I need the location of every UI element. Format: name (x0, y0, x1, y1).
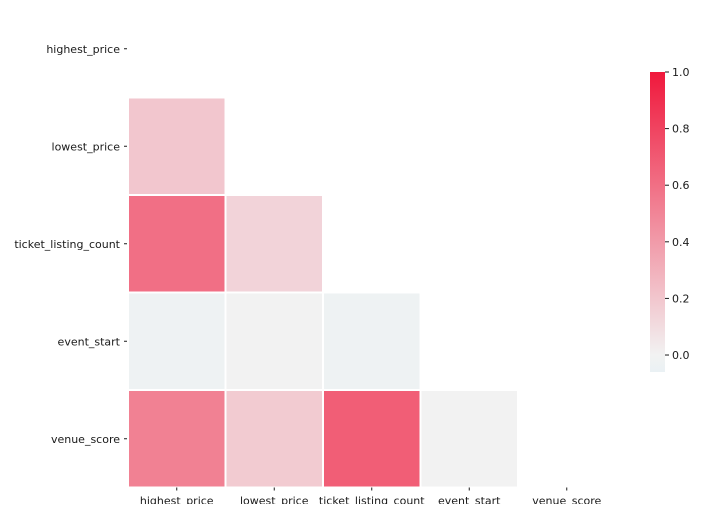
row-label-highest-price: highest_price (46, 43, 120, 56)
heatmap-cell-ticket-listing-count-lowest-price (224, 194, 324, 294)
colorbar: 0.0 0.2 0.4 0.6 0.8 1.0 (650, 66, 690, 372)
col-label-highest-price: highest_price (140, 495, 214, 505)
col-label-event-start: event_start (438, 495, 501, 505)
col-label-lowest-price: lowest_price (240, 495, 309, 505)
heatmap-cell-venue-score-highest-price (127, 389, 227, 489)
colorbar-tick-label-1-0: 1.0 (672, 66, 690, 79)
heatmap-cell-ticket-listing-count-highest-price (127, 194, 227, 294)
heatmap-cell-event-start-highest-price (127, 291, 227, 391)
heatmap-cell-venue-score-lowest-price (224, 389, 324, 489)
colorbar-tick-label-0-6: 0.6 (672, 179, 690, 192)
heatmap-cells (127, 96, 519, 489)
row-label-lowest-price: lowest_price (52, 140, 121, 153)
heatmap-cell-event-start-ticket-listing-count (322, 291, 422, 391)
heatmap-cell-event-start-lowest-price (224, 291, 324, 391)
colorbar-tick-label-0-8: 0.8 (672, 123, 690, 136)
heatmap-cell-venue-score-event-start (419, 389, 519, 489)
heatmap-cell-venue-score-ticket-listing-count (322, 389, 422, 489)
row-label-event-start: event_start (58, 335, 121, 348)
row-label-ticket-listing-count: ticket_listing_count (14, 238, 120, 251)
col-label-ticket-listing-count: ticket_listing_count (319, 495, 425, 505)
colorbar-tick-label-0-4: 0.4 (672, 236, 690, 249)
colorbar-tick-label-0-2: 0.2 (672, 292, 690, 305)
col-label-venue-score: venue_score (532, 495, 601, 505)
column-labels: highest_price lowest_price ticket_listing_… (140, 487, 602, 508)
row-label-venue-score: venue_score (51, 433, 120, 446)
heatmap-cell-lowest-price-highest-price (127, 96, 227, 196)
colorbar-gradient (650, 72, 665, 372)
colorbar-tick-label-0-0: 0.0 (672, 349, 690, 362)
row-labels: highest_price lowest_price ticket_listing_… (14, 43, 127, 446)
